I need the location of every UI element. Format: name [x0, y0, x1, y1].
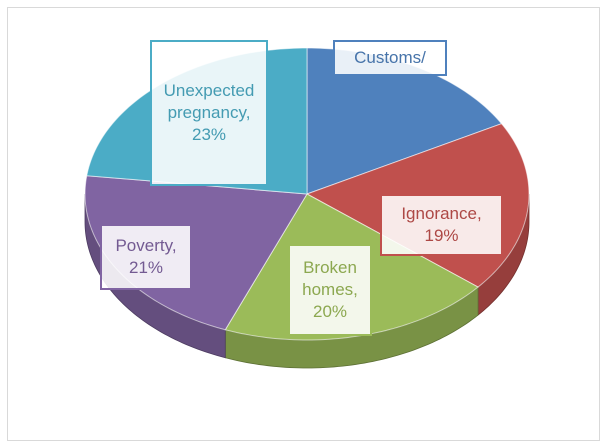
data-label: Ignorance, 19%	[380, 194, 503, 256]
data-label-box: Broken homes, 20%	[288, 244, 372, 336]
data-label-box: Unexpected pregnancy, 23%	[150, 40, 268, 186]
data-label-box: Ignorance, 19%	[380, 194, 503, 256]
data-label-box: Poverty, 21%	[100, 224, 192, 290]
data-label: Broken homes, 20%	[288, 244, 372, 336]
data-label: Unexpected pregnancy, 23%	[150, 40, 268, 186]
data-label-box: Customs/	[333, 40, 447, 76]
data-label: Poverty, 21%	[100, 224, 192, 290]
data-label: Customs/	[333, 40, 447, 76]
